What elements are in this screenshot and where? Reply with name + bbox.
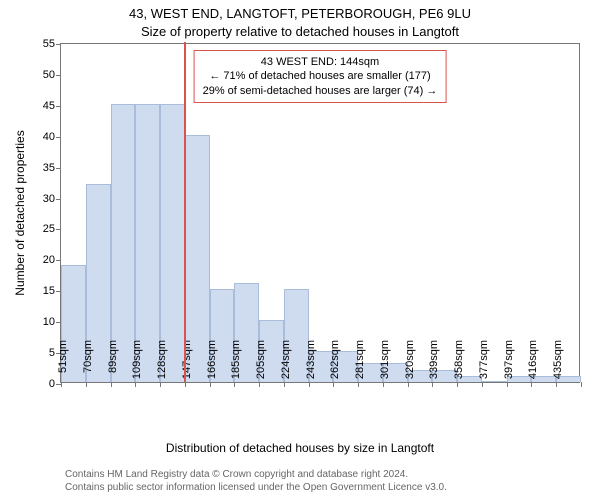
xtick-label: 339sqm bbox=[428, 340, 440, 390]
xtick-label: 397sqm bbox=[503, 340, 515, 390]
xtick-label: 109sqm bbox=[131, 340, 143, 390]
footer-attribution: Contains HM Land Registry data © Crown c… bbox=[65, 468, 447, 494]
xtick-label: 70sqm bbox=[82, 340, 94, 390]
chart-title-line2: Size of property relative to detached ho… bbox=[0, 24, 600, 39]
xtick-label: 128sqm bbox=[156, 340, 168, 390]
xtick-label: 224sqm bbox=[280, 340, 292, 390]
ytick-label: 10 bbox=[43, 316, 61, 328]
xtick-label: 358sqm bbox=[453, 340, 465, 390]
ytick-label: 15 bbox=[43, 285, 61, 297]
marker-line bbox=[184, 42, 186, 382]
xtick-label: 205sqm bbox=[255, 340, 267, 390]
footer-line1: Contains HM Land Registry data © Crown c… bbox=[65, 468, 447, 481]
ytick-label: 55 bbox=[43, 38, 61, 50]
chart-container: 43, WEST END, LANGTOFT, PETERBOROUGH, PE… bbox=[0, 0, 600, 500]
ytick-label: 30 bbox=[43, 193, 61, 205]
marker-callout: 43 WEST END: 144sqm ← 71% of detached ho… bbox=[194, 50, 447, 103]
ytick-label: 25 bbox=[43, 223, 61, 235]
xtick-label: 262sqm bbox=[329, 340, 341, 390]
footer-line2: Contains public sector information licen… bbox=[65, 481, 447, 494]
ytick-label: 40 bbox=[43, 131, 61, 143]
callout-line1: 43 WEST END: 144sqm bbox=[203, 55, 438, 69]
callout-line2: ← 71% of detached houses are smaller (17… bbox=[203, 69, 438, 83]
xtick-label: 166sqm bbox=[206, 340, 218, 390]
xtick-label: 185sqm bbox=[230, 340, 242, 390]
xtick-label: 281sqm bbox=[354, 340, 366, 390]
xtick-label: 301sqm bbox=[379, 340, 391, 390]
y-axis-label: Number of detached properties bbox=[13, 130, 27, 295]
callout-line3: 29% of semi-detached houses are larger (… bbox=[203, 84, 438, 98]
x-axis-label: Distribution of detached houses by size … bbox=[0, 441, 600, 455]
xtick-label: 377sqm bbox=[478, 340, 490, 390]
ytick-label: 35 bbox=[43, 162, 61, 174]
ytick-label: 20 bbox=[43, 254, 61, 266]
xtick-label: 416sqm bbox=[527, 340, 539, 390]
xtick-label: 320sqm bbox=[404, 340, 416, 390]
xtick-line bbox=[581, 382, 582, 387]
xtick-label: 147sqm bbox=[181, 340, 193, 390]
ytick-label: 50 bbox=[43, 69, 61, 81]
xtick-label: 243sqm bbox=[305, 340, 317, 390]
xtick-label: 435sqm bbox=[552, 340, 564, 390]
chart-title-line1: 43, WEST END, LANGTOFT, PETERBOROUGH, PE… bbox=[0, 6, 600, 21]
xtick-label: 51sqm bbox=[57, 340, 69, 390]
ytick-label: 45 bbox=[43, 100, 61, 112]
xtick-label: 89sqm bbox=[107, 340, 119, 390]
